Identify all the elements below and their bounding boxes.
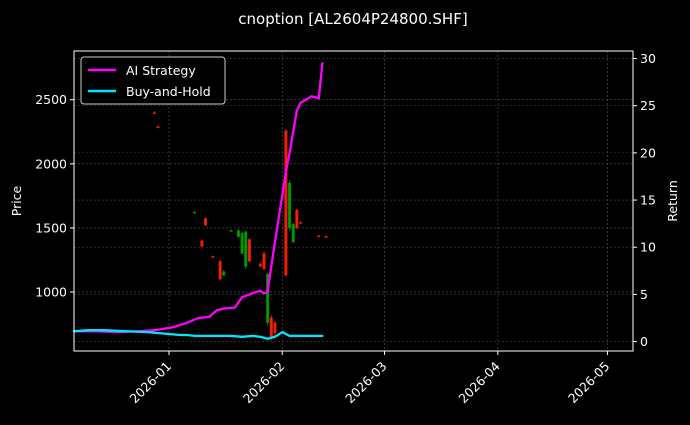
y-tick-label-right: 5 [640,287,648,302]
candle-body [269,317,273,337]
candlesticks [152,111,328,339]
x-tick-label: 2026-02 [240,359,288,407]
legend-label-buy-and-hold: Buy-and-Hold [126,84,211,99]
candle-body [218,261,222,280]
y-tick-label-right: 25 [640,98,656,113]
plot-frame [73,50,634,352]
candle-body [211,256,215,258]
y-tick-label-right: 15 [640,193,656,208]
candle-body [236,230,240,237]
candle-body [288,183,292,228]
x-tick-label: 2026-05 [565,359,613,407]
candle-body [156,126,160,129]
x-tick-label: 2026-04 [455,358,503,406]
y-axis-label-right: Return [665,180,680,221]
line-series [72,62,324,340]
y-tick-label-right: 20 [640,145,656,160]
candle-body [258,263,262,267]
candle-body [200,240,204,247]
candle-body [299,222,303,224]
candle-body [266,274,270,323]
grid-lines [74,51,633,351]
y-tick-label-left: 1500 [35,220,67,235]
candle-body [295,209,299,228]
candle-body [324,236,328,238]
candle-body [240,233,244,254]
candle-body [193,211,197,214]
candle-body [262,253,266,269]
y-tick-label-right: 10 [640,240,656,255]
candle-body [284,130,288,276]
legend-label-ai-strategy: AI Strategy [126,63,196,78]
x-tick-label: 2026-01 [127,359,175,407]
candle-body [244,231,248,267]
candle-body [229,230,233,232]
candle-body [204,218,208,226]
legend: AI Strategy Buy-and-Hold [80,56,226,105]
y-tick-label-left: 2000 [35,156,67,171]
candle-body [152,112,156,115]
candle-body [247,239,251,262]
candle-body [222,271,226,276]
chart-title: cnoption [AL2604P24800.SHF] [238,10,467,28]
x-tick-label: 2026-03 [342,359,390,407]
y-tick-label-left: 2500 [35,92,67,107]
series-ai-strategy [72,62,324,334]
y-axis-label-left: Price [9,185,24,216]
candle-body [317,235,321,238]
y-tick-label-right: 0 [640,334,648,349]
y-tick-label-left: 1000 [35,285,67,300]
legend-box [80,56,226,105]
y-tick-label-right: 30 [640,51,656,66]
candle-body [291,224,295,243]
candle-body [273,322,277,334]
series-buy-and-hold [72,329,324,340]
